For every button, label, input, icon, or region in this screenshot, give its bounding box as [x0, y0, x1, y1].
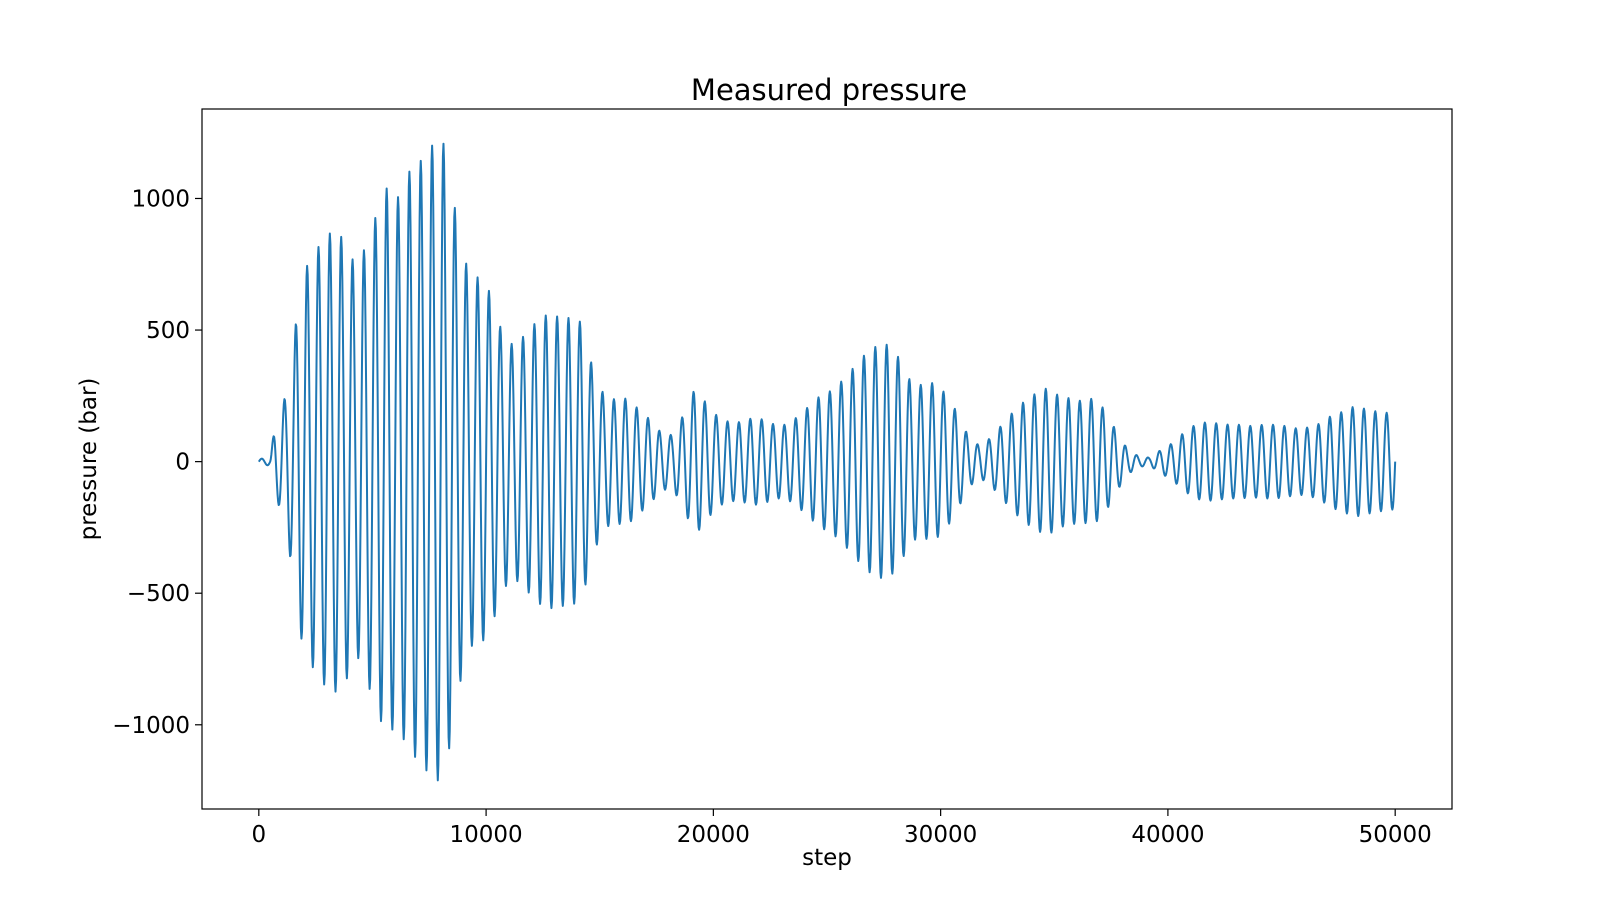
y-axis-label: pressure (bar): [76, 378, 102, 541]
x-tick-label: 10000: [450, 822, 523, 848]
x-tick-label: 50000: [1359, 822, 1432, 848]
x-axis: 0 10000 20000 30000 40000 50000: [251, 809, 1432, 848]
x-tick-label: 30000: [904, 822, 977, 848]
pressure-series-line: [257, 142, 1397, 782]
y-tick-label: 500: [146, 318, 190, 344]
x-tick-label: 20000: [677, 822, 750, 848]
y-tick-label: −1000: [112, 713, 190, 739]
plot-area: [257, 142, 1397, 782]
y-tick-label: 1000: [131, 186, 190, 212]
plot-frame: [201, 108, 1453, 810]
y-tick-label: −500: [127, 581, 190, 607]
y-axis: −1000 −500 0 500 1000: [112, 186, 202, 739]
x-tick-label: 40000: [1131, 822, 1204, 848]
y-tick-label: 0: [175, 450, 190, 476]
x-axis-label: step: [802, 845, 852, 871]
x-tick-label: 0: [251, 822, 266, 848]
chart-title: Measured pressure: [691, 73, 967, 107]
